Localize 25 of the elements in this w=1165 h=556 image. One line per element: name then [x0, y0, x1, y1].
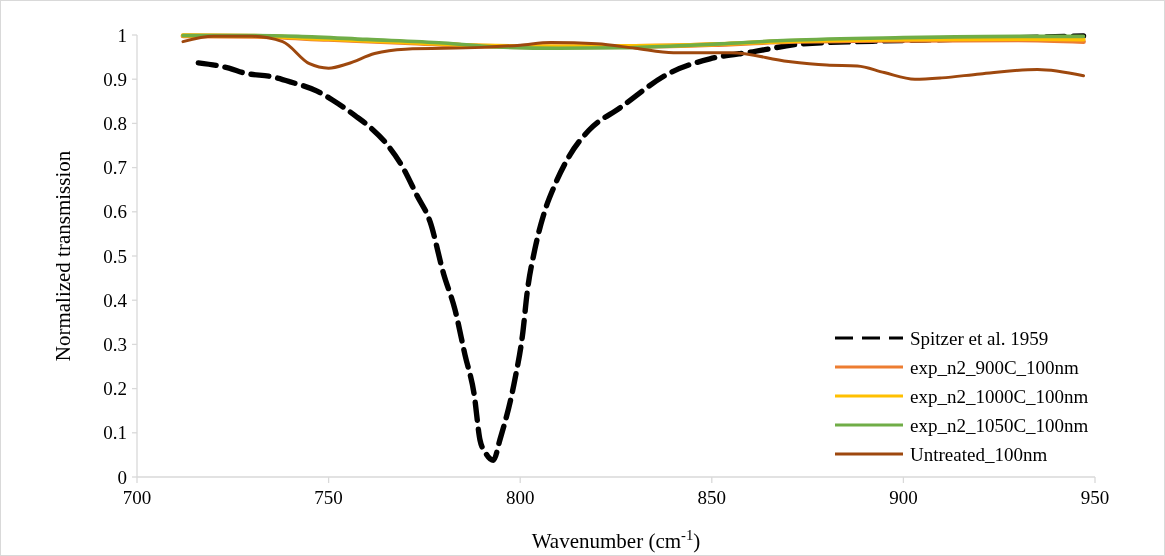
- x-tick-label: 850: [697, 487, 727, 508]
- legend-label: exp_n2_1000C_100nm: [910, 385, 1089, 407]
- legend-label: exp_n2_900C_100nm: [910, 356, 1080, 378]
- y-tick-label: 0.1: [103, 422, 127, 444]
- y-tick-label: 0.4: [103, 289, 128, 311]
- y-axis-title: Normalized transmission: [51, 150, 75, 362]
- y-tick-label: 0.3: [103, 334, 127, 356]
- x-tick-label: 950: [1080, 487, 1110, 508]
- y-tick-label: 0.5: [103, 245, 127, 267]
- y-tick-label: 0.7: [103, 157, 127, 179]
- legend-label: Spitzer et al. 1959: [910, 327, 1049, 349]
- y-tick-label: 1: [117, 24, 127, 46]
- y-tick-label: 0.9: [103, 68, 127, 90]
- y-tick-label: 0.8: [103, 113, 127, 135]
- legend-label: Untreated_100nm: [910, 443, 1048, 465]
- y-tick-label: 0.6: [103, 201, 127, 223]
- x-tick-label: 700: [122, 487, 152, 508]
- y-tick-label: 0.2: [103, 378, 127, 400]
- x-tick-label: 800: [505, 487, 535, 508]
- y-tick-label: 0: [117, 466, 127, 488]
- x-axis-title: Wavenumber (cm$^{-1}$): [531, 527, 701, 553]
- x-tick-label: 750: [314, 487, 343, 508]
- legend-label: exp_n2_1050C_100nm: [910, 414, 1089, 436]
- x-tick-label: 900: [889, 487, 918, 508]
- line-series: [181, 34, 1085, 81]
